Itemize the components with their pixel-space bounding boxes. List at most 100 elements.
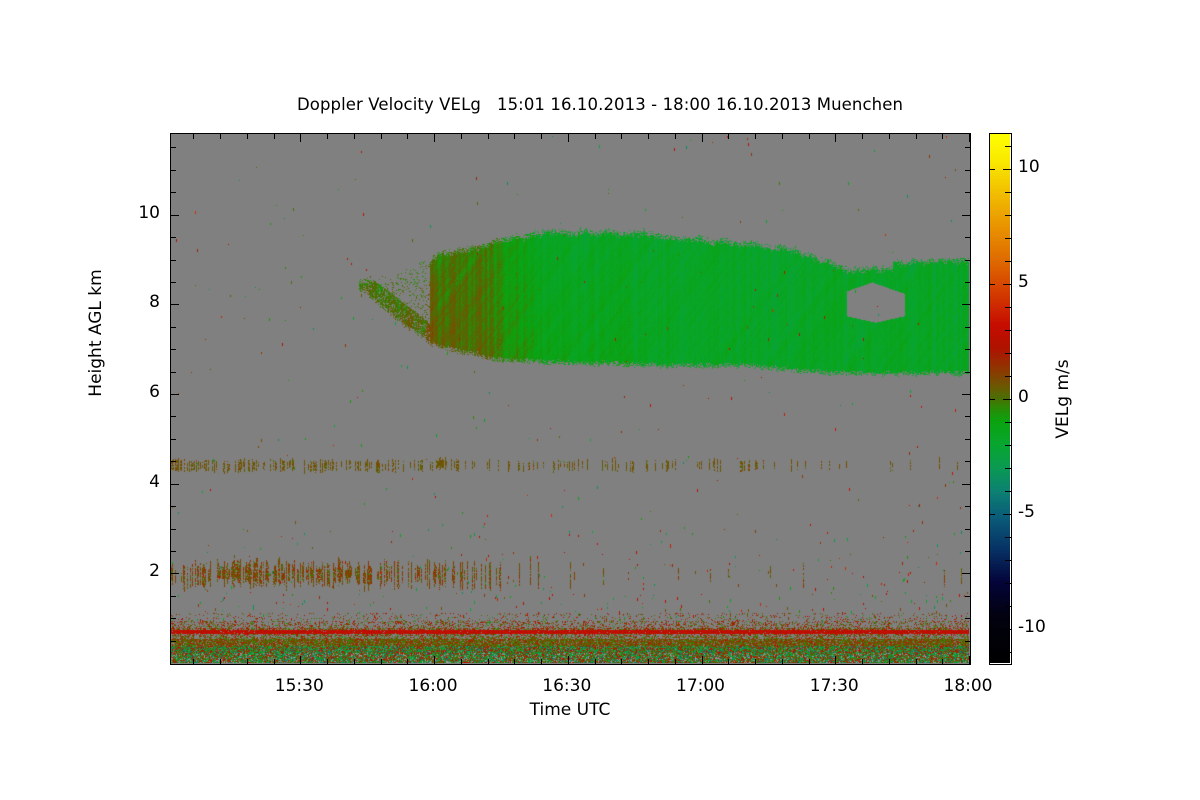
colorbar-minor-tick [1005,375,1011,377]
colorbar-minor-tick [1005,490,1011,492]
y-axis-tick [171,573,179,575]
y-axis-tick [171,483,179,485]
x-axis-minor-tick-top [327,134,329,139]
colorbar-minor-tick [1005,582,1011,584]
x-axis-minor-tick-top [728,134,730,139]
x-axis-minor-tick [407,659,409,664]
x-axis-minor-tick [808,659,810,664]
x-axis-minor-tick-top [273,134,275,139]
y-axis-minor-tick-right [965,237,970,239]
y-axis-tick-right [962,394,970,396]
y-axis-minor-tick [171,595,176,597]
colorbar-minor-tick [1005,214,1011,216]
heatmap-data-canvas [171,134,969,663]
y-axis-minor-tick-right [965,595,970,597]
x-axis-minor-tick-top [781,134,783,139]
colorbar-tick [1003,168,1011,170]
x-axis-tick [300,656,302,664]
colorbar-minor-tick [1005,444,1011,446]
x-axis-tick-label: 17:00 [676,676,725,696]
y-axis-minor-tick [171,528,176,530]
colorbar-minor-tick [1005,536,1011,538]
x-axis-minor-tick [862,659,863,664]
x-axis-minor-tick-top [407,134,409,139]
x-axis-minor-tick-top [621,134,623,139]
x-axis-minor-tick-top [380,134,382,139]
x-axis-minor-tick [594,659,596,664]
y-axis-minor-tick-right [965,169,970,171]
colorbar-tick-label: 0 [1018,386,1029,407]
x-axis-tick-top [434,134,436,142]
y-axis-minor-tick-right [965,147,970,149]
x-axis-title: Time UTC [529,700,611,720]
colorbar-tick-label: -10 [1018,616,1046,637]
x-axis-minor-tick-top [674,134,676,139]
y-axis-minor-tick-right [965,371,970,373]
y-axis-tick-right [962,304,970,306]
x-axis-minor-tick-top [541,134,543,139]
x-axis-tick-top [969,134,970,142]
x-axis-minor-tick [781,659,783,664]
y-axis-minor-tick-right [965,281,970,283]
y-axis-minor-tick [171,147,176,149]
colorbar-tick [1003,628,1011,630]
x-axis-tick-label: 16:30 [542,676,592,696]
x-axis-minor-tick-top [487,134,489,139]
x-axis-minor-tick [621,659,623,664]
x-axis-minor-tick-top [942,134,944,139]
x-axis-tick [434,656,436,664]
plot-axes-area[interactable] [170,133,971,665]
x-axis-minor-tick [273,659,275,664]
plot-title: Doppler Velocity VELg 15:01 16.10.2013 -… [296,95,904,114]
y-axis-minor-tick [171,259,176,261]
colorbar-minor-tick [1005,605,1011,607]
x-axis-tick-top [300,134,302,142]
y-axis-tick [171,304,179,306]
x-axis-tick-top [567,134,569,142]
colorbar-minor-tick [1005,306,1011,308]
y-axis-minor-tick-right [965,461,970,463]
y-axis-minor-tick-right [965,528,970,530]
y-axis-minor-tick [171,192,176,194]
colorbar[interactable] [989,133,1012,665]
x-axis-minor-tick-top [808,134,810,139]
colorbar-minor-tick [1005,260,1011,262]
y-axis-minor-tick [171,169,176,171]
x-axis-tick [567,656,569,664]
x-axis-minor-tick-top [220,134,222,139]
y-axis-minor-tick-right [965,192,970,194]
x-axis-minor-tick [915,659,917,664]
y-axis-tick [171,394,179,396]
x-axis-minor-tick-top [514,134,516,139]
colorbar-tick [1003,283,1011,285]
y-axis-minor-tick-right [965,506,970,508]
x-axis-minor-tick [487,659,489,664]
x-axis-tick [969,656,970,664]
x-axis-minor-tick [648,659,649,664]
x-axis-tick-top [701,134,703,142]
y-axis-minor-tick [171,326,176,328]
x-axis-tick-top [835,134,837,142]
y-axis-minor-tick [171,550,176,552]
x-axis-tick [701,656,703,664]
y-axis-minor-tick [171,237,176,239]
x-axis-minor-tick [514,659,516,664]
x-axis-minor-tick [674,659,676,664]
colorbar-minor-tick [1005,651,1011,653]
x-axis-minor-tick-top [755,134,756,139]
colorbar-minor-tick [1005,329,1011,331]
colorbar-tick-label: -5 [1018,501,1035,522]
x-axis-minor-tick [380,659,382,664]
y-axis-tick-right [962,573,970,575]
x-axis-minor-tick [246,659,248,664]
y-axis-minor-tick [171,349,176,351]
colorbar-minor-tick [1005,237,1011,239]
y-axis-minor-tick-right [965,349,970,351]
x-axis-minor-tick [460,659,462,664]
x-axis-minor-tick-top [915,134,917,139]
colorbar-tick-left [990,398,995,400]
x-axis-minor-tick [541,659,543,664]
x-axis-minor-tick [755,659,756,664]
colorbar-tick-label: 10 [1018,156,1040,177]
